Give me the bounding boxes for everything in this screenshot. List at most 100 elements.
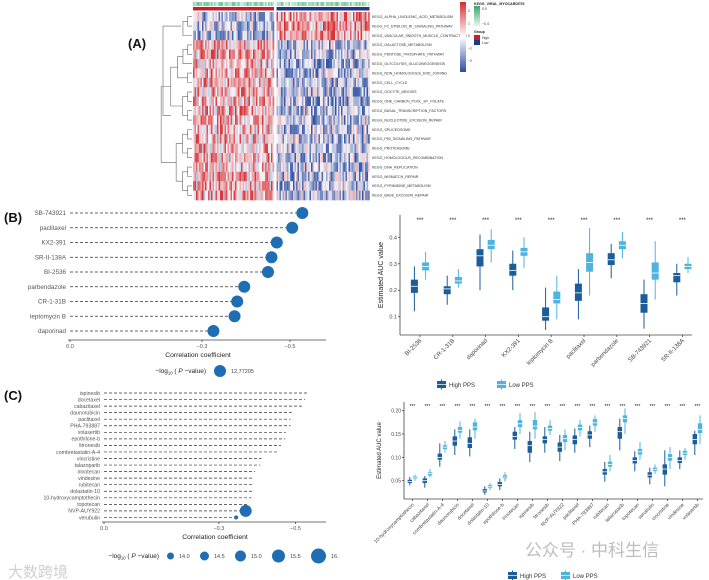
- heatmap-cell: [293, 12, 295, 22]
- heatmap-cell: [279, 77, 282, 88]
- heatmap-cell: [279, 181, 282, 191]
- heatmap-cell: [206, 190, 209, 201]
- heatmap-cell: [239, 12, 242, 22]
- heatmap-cell: [268, 68, 270, 79]
- heatmap-cell: [227, 59, 230, 69]
- heatmap-cell: [235, 124, 237, 135]
- heatmap-cell: [259, 21, 261, 32]
- heatmap-cell: [232, 162, 234, 173]
- heatmap-row-label: KEGG_GLYCOLYSIS_GLUCONEOGENESIS: [372, 62, 446, 66]
- heatmap-cell: [332, 190, 334, 201]
- heatmap-cell: [299, 21, 301, 32]
- heatmap-cell: [256, 40, 258, 50]
- heatmap-cell: [281, 134, 283, 144]
- heatmap-cell: [245, 115, 248, 126]
- heatmap-cell: [236, 59, 239, 69]
- heatmap-cell: [265, 12, 267, 22]
- heatmap-cell: [268, 181, 270, 191]
- heatmap-cell: [269, 12, 272, 22]
- heatmap-cell: [311, 77, 313, 88]
- heatmap-cell: [368, 190, 370, 201]
- drug-label: SR-II-138A: [35, 254, 67, 261]
- heatmap-cell: [360, 59, 363, 69]
- heatmap-cell: [354, 106, 357, 116]
- heatmap-cell: [218, 153, 221, 163]
- heatmap-cell: [203, 124, 206, 135]
- heatmap-cell: [284, 181, 286, 191]
- heatmap-cell: [214, 21, 216, 32]
- heatmap-cell: [288, 96, 291, 107]
- heatmap-cell: [193, 77, 195, 88]
- heatmap-cell: [362, 181, 364, 191]
- heatmap-cell: [282, 87, 285, 97]
- heatmap-cell: [341, 115, 343, 126]
- heatmap-cell: [308, 124, 310, 135]
- heatmap-cell: [265, 171, 267, 182]
- heatmap-cell: [253, 96, 255, 107]
- heatmap-cell: [218, 162, 221, 173]
- heatmap-cell: [196, 171, 198, 182]
- heatmap-cell: [230, 12, 233, 22]
- heatmap-cell: [215, 181, 218, 191]
- heatmap-cell: [256, 143, 258, 154]
- annotation-cell: [299, 2, 301, 6]
- heatmap-cell: [208, 49, 210, 60]
- heatmap-cell: [212, 171, 215, 182]
- heatmap-cell: [226, 59, 228, 69]
- heatmap-cell: [257, 190, 260, 201]
- heatmap-cell: [215, 21, 218, 32]
- heatmap-cell: [279, 106, 282, 116]
- heatmap-cell: [278, 124, 280, 135]
- heatmap-cell: [329, 77, 331, 88]
- heatmap-cell: [272, 115, 275, 126]
- heatmap-cell: [260, 12, 263, 22]
- heatmap-cell: [309, 124, 312, 135]
- heatmap-cell: [354, 115, 357, 126]
- heatmap-cell: [271, 171, 273, 182]
- heatmap-row-label: KEGG_NON_HOMOLOGOUS_END_JOINING: [372, 71, 447, 75]
- heatmap-cell: [206, 162, 209, 173]
- heatmap-cell: [230, 21, 233, 32]
- heatmap-cell: [345, 77, 348, 88]
- heatmap-cell: [205, 12, 207, 22]
- heatmap-cell: [323, 68, 325, 79]
- heatmap-cell: [202, 30, 204, 41]
- heatmap-cell: [297, 30, 300, 41]
- heatmap-cell: [362, 171, 364, 182]
- annotation-cell: [221, 2, 223, 6]
- heatmap-cell: [341, 143, 343, 154]
- heatmap-cell: [215, 59, 218, 69]
- heatmap-cell: [356, 12, 358, 22]
- heatmap-cell: [288, 59, 291, 69]
- heatmap-cell: [344, 68, 346, 79]
- heatmap-cell: [221, 115, 224, 126]
- size-legend-title-part: P: [131, 553, 136, 560]
- heatmap-cell: [250, 106, 252, 116]
- heatmap-cell: [320, 190, 322, 201]
- heatmap-cell: [259, 30, 261, 41]
- group-legend-title: Group: [474, 30, 486, 34]
- heatmap-cell: [302, 49, 304, 60]
- heatmap-cell: [251, 87, 254, 97]
- heatmap-row-label: KEGG_DNA_REPLICATION: [372, 165, 418, 169]
- colorbar-tick: −1: [468, 47, 472, 51]
- heatmap-cell: [211, 30, 213, 41]
- annotation-cell: [232, 2, 234, 6]
- drug-label: daunorubicin: [70, 410, 100, 416]
- heatmap-cell: [248, 21, 251, 32]
- heatmap-cell: [226, 96, 228, 107]
- heatmap-cell: [254, 190, 257, 201]
- heatmap-cell: [281, 40, 283, 50]
- heatmap-cell: [315, 87, 318, 97]
- heatmap-cell: [208, 59, 210, 69]
- heatmap-cell: [351, 59, 354, 69]
- heatmap-cell: [197, 77, 200, 88]
- heatmap-cell: [194, 153, 197, 163]
- heatmap-cell: [368, 115, 370, 126]
- heatmap-cell: [314, 134, 316, 144]
- heatmap-cell: [336, 59, 339, 69]
- heatmap-cell: [235, 153, 237, 163]
- heatmap-cell: [309, 12, 312, 22]
- heatmap-cell: [218, 106, 221, 116]
- heatmap-cell: [305, 134, 307, 144]
